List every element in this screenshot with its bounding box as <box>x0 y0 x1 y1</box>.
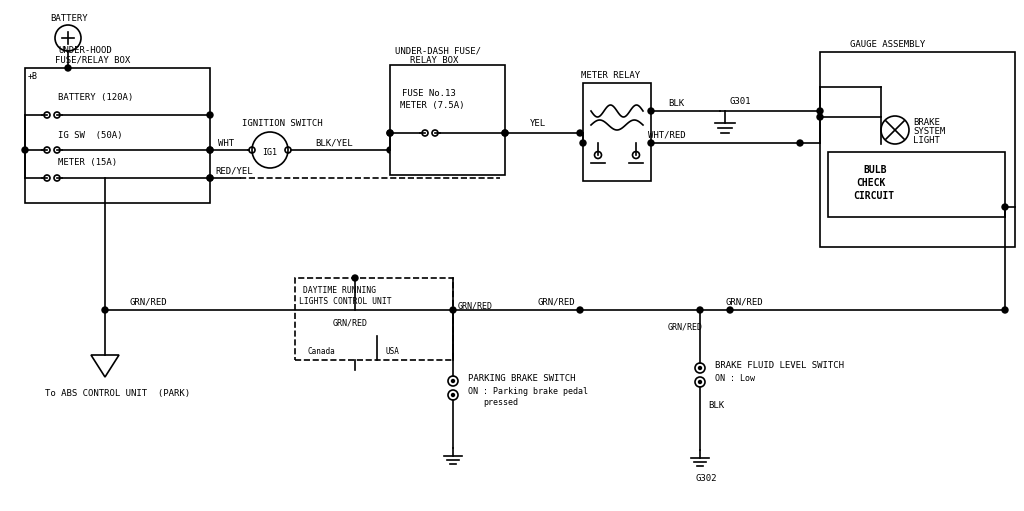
Text: METER RELAY: METER RELAY <box>581 71 640 80</box>
Circle shape <box>387 130 393 136</box>
Circle shape <box>1002 204 1008 210</box>
Text: METER (7.5A): METER (7.5A) <box>400 101 465 109</box>
Circle shape <box>502 130 508 136</box>
Text: UNDER-DASH FUSE/: UNDER-DASH FUSE/ <box>395 47 481 56</box>
Circle shape <box>387 147 393 153</box>
Text: CHECK: CHECK <box>856 178 886 188</box>
Text: CIRCUIT: CIRCUIT <box>853 191 894 201</box>
Text: UNDER-HOOD: UNDER-HOOD <box>58 45 112 55</box>
Circle shape <box>207 175 213 181</box>
Text: BRAKE FLUID LEVEL SWITCH: BRAKE FLUID LEVEL SWITCH <box>715 360 844 369</box>
Text: G301: G301 <box>730 97 752 105</box>
Circle shape <box>207 175 213 181</box>
Text: Canada: Canada <box>307 346 335 356</box>
Bar <box>390 65 505 175</box>
Text: PARKING BRAKE SWITCH: PARKING BRAKE SWITCH <box>468 374 575 383</box>
Text: USA: USA <box>385 346 399 356</box>
Text: GRN/RED: GRN/RED <box>725 297 763 307</box>
Circle shape <box>580 140 586 146</box>
Circle shape <box>727 307 733 313</box>
Circle shape <box>797 140 803 146</box>
Text: GRN/RED: GRN/RED <box>130 297 168 307</box>
Circle shape <box>502 130 508 136</box>
Text: BLK: BLK <box>668 99 684 107</box>
Text: BULB: BULB <box>863 165 887 175</box>
Text: To ABS CONTROL UNIT  (PARK): To ABS CONTROL UNIT (PARK) <box>45 388 190 398</box>
Circle shape <box>207 112 213 118</box>
Circle shape <box>450 307 456 313</box>
Text: LIGHT: LIGHT <box>913 135 940 145</box>
Circle shape <box>817 114 823 120</box>
Text: FUSE No.13: FUSE No.13 <box>402 88 456 98</box>
Text: BLK/YEL: BLK/YEL <box>315 138 352 148</box>
Text: IG SW  (50A): IG SW (50A) <box>58 130 123 140</box>
Text: SYSTEM: SYSTEM <box>913 127 945 135</box>
Circle shape <box>352 307 358 313</box>
Text: GRN/RED: GRN/RED <box>538 297 575 307</box>
Text: IG1: IG1 <box>262 148 278 156</box>
Text: GRN/RED: GRN/RED <box>458 301 493 311</box>
Text: RED/YEL: RED/YEL <box>215 167 253 175</box>
Text: WHT: WHT <box>218 138 234 148</box>
Text: FUSE/RELAY BOX: FUSE/RELAY BOX <box>55 56 130 64</box>
Bar <box>583 83 651 181</box>
Text: BATTERY: BATTERY <box>50 13 88 22</box>
Text: RELAY BOX: RELAY BOX <box>410 56 459 64</box>
Circle shape <box>648 140 654 146</box>
Text: pressed: pressed <box>483 398 518 406</box>
Text: WHT/RED: WHT/RED <box>648 130 686 140</box>
Circle shape <box>387 130 393 136</box>
Text: ON : Low: ON : Low <box>715 374 755 383</box>
Circle shape <box>697 307 703 313</box>
Bar <box>820 52 1015 247</box>
Text: METER (15A): METER (15A) <box>58 157 117 167</box>
Circle shape <box>207 147 213 153</box>
Text: +B: +B <box>28 72 38 81</box>
Text: BATTERY (120A): BATTERY (120A) <box>58 92 133 102</box>
Text: IGNITION SWITCH: IGNITION SWITCH <box>242 119 323 128</box>
Text: DAYTIME RUNNING: DAYTIME RUNNING <box>303 286 376 294</box>
Text: ON : Parking brake pedal: ON : Parking brake pedal <box>468 386 588 396</box>
Text: GRN/RED: GRN/RED <box>668 322 703 332</box>
Bar <box>25 68 210 203</box>
Text: LIGHTS CONTROL UNIT: LIGHTS CONTROL UNIT <box>299 296 391 306</box>
Circle shape <box>452 393 455 397</box>
Circle shape <box>577 130 583 136</box>
Circle shape <box>102 307 108 313</box>
Text: BRAKE: BRAKE <box>913 118 940 127</box>
Circle shape <box>65 65 71 71</box>
Text: GAUGE ASSEMBLY: GAUGE ASSEMBLY <box>850 39 926 49</box>
Text: G302: G302 <box>695 474 717 482</box>
Circle shape <box>1002 307 1008 313</box>
Circle shape <box>698 381 701 383</box>
Text: YEL: YEL <box>530 119 546 128</box>
Circle shape <box>452 380 455 383</box>
Circle shape <box>648 108 654 114</box>
Text: GRN/RED: GRN/RED <box>333 318 368 328</box>
Text: BLK: BLK <box>708 401 724 409</box>
Circle shape <box>207 147 213 153</box>
Bar <box>828 152 1005 217</box>
Circle shape <box>577 307 583 313</box>
Circle shape <box>817 108 823 114</box>
Circle shape <box>352 275 358 281</box>
Circle shape <box>22 147 28 153</box>
Bar <box>295 278 453 360</box>
Circle shape <box>698 366 701 369</box>
